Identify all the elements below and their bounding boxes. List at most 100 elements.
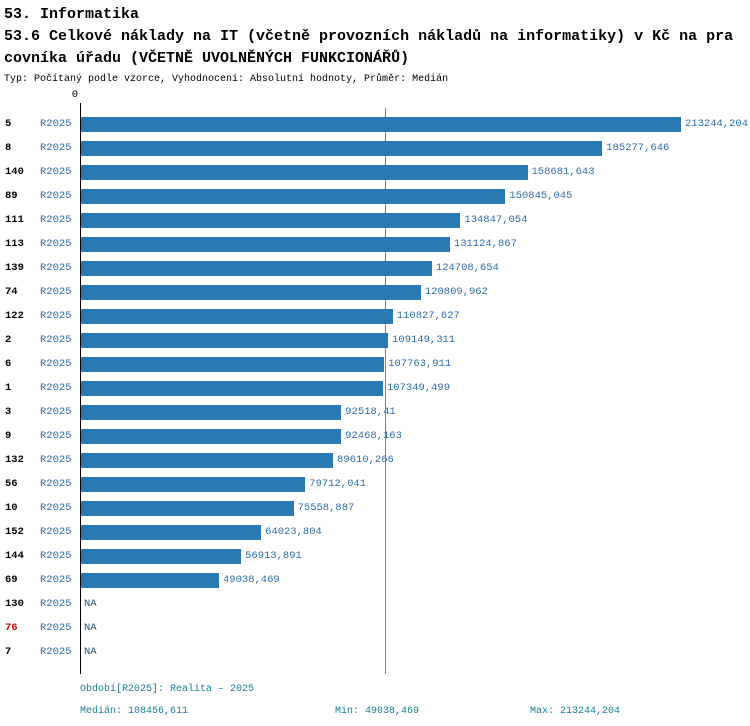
value-label: 109149,311	[392, 334, 456, 346]
chart-row: 140 R2025 158681,643	[0, 160, 750, 184]
indicator-subtitle: Typ: Počítaný podle vzorce, Vyhodnocení:…	[4, 74, 449, 85]
period-label: Období[R2025]: Realita – 2025	[80, 684, 255, 695]
row-id-label: 3	[5, 406, 12, 418]
chart-row: 3 R2025 92518,41	[0, 400, 750, 424]
row-id-label: 122	[5, 310, 24, 322]
value-label: 150845,045	[509, 190, 573, 202]
value-bar	[81, 236, 450, 252]
row-id-label: 74	[5, 286, 18, 298]
horizontal-bar-chart: 0 5 R2025 213244,204 8 R2025 185277,646 140 R20…	[0, 88, 750, 674]
value-bar	[81, 572, 219, 588]
series-label: R2025	[40, 262, 72, 274]
indicator-title-line-2: covníka úřadu (VČETNĚ UVOLNĚNÝCH FUNKCIO…	[4, 50, 410, 67]
row-plot-area: 185277,646	[80, 136, 750, 160]
row-id-label: 5	[5, 118, 12, 130]
value-label: 92468,163	[345, 430, 402, 442]
value-label: 107349,499	[387, 382, 451, 394]
row-plot-area: 92468,163	[80, 424, 750, 448]
row-id-label: 139	[5, 262, 24, 274]
value-label: NA	[84, 646, 97, 658]
chart-row: 7 R2025 NA	[0, 640, 750, 664]
row-plot-area: 49038,469	[80, 568, 750, 592]
value-bar	[81, 476, 306, 492]
chart-row: 111 R2025 134847,054	[0, 208, 750, 232]
chart-row: 130 R2025 NA	[0, 592, 750, 616]
value-label: 49038,469	[223, 574, 280, 586]
value-label: 75558,887	[297, 502, 355, 514]
series-label: R2025	[40, 550, 72, 562]
median-line	[385, 108, 387, 674]
row-plot-area: 56913,891	[80, 544, 750, 568]
chart-row: 5 R2025 213244,204	[0, 112, 750, 136]
row-plot-area: 213244,204	[80, 112, 750, 136]
value-label: 64023,804	[265, 526, 322, 538]
row-id-label: 76	[5, 622, 18, 634]
value-label: 56913,891	[245, 550, 302, 562]
row-id-label: 69	[5, 574, 18, 586]
value-label: 107763,911	[388, 358, 452, 370]
value-label: 134847,054	[464, 214, 528, 226]
chart-row: 10 R2025 75558,887	[0, 496, 750, 520]
series-label: R2025	[40, 430, 72, 442]
value-bar	[81, 308, 393, 324]
series-label: R2025	[40, 382, 72, 394]
value-bar	[81, 404, 342, 420]
report-header: 53. Informatika 53.6 Celkové náklady na …	[0, 0, 750, 88]
chart-row: 56 R2025 79712,041	[0, 472, 750, 496]
row-plot-area: 134847,054	[80, 208, 750, 232]
row-plot-area: 120809,962	[80, 280, 750, 304]
chart-row: 8 R2025 185277,646	[0, 136, 750, 160]
value-bar	[81, 548, 242, 564]
series-label: R2025	[40, 622, 72, 634]
chart-row: 9 R2025 92468,163	[0, 424, 750, 448]
chart-row: 74 R2025 120809,962	[0, 280, 750, 304]
row-id-label: 152	[5, 526, 24, 538]
min-stat-label: Min: 49038,469	[335, 706, 420, 717]
axis-line	[80, 103, 81, 674]
chart-row: 2 R2025 109149,311	[0, 328, 750, 352]
series-label: R2025	[40, 454, 72, 466]
value-label: 158681,643	[531, 166, 595, 178]
row-id-label: 130	[5, 598, 24, 610]
value-bar	[81, 428, 342, 444]
value-label: 213244,204	[685, 118, 749, 130]
chart-row: 144 R2025 56913,891	[0, 544, 750, 568]
row-plot-area: NA	[80, 640, 750, 664]
series-label: R2025	[40, 526, 72, 538]
row-plot-area: 131124,867	[80, 232, 750, 256]
chart-row: 113 R2025 131124,867	[0, 232, 750, 256]
value-label: 110827,627	[396, 310, 460, 322]
value-bar	[81, 116, 681, 132]
chart-row: 152 R2025 64023,804	[0, 520, 750, 544]
row-plot-area: 124708,654	[80, 256, 750, 280]
value-bar	[81, 212, 461, 228]
chart-row: 122 R2025 110827,627	[0, 304, 750, 328]
row-id-label: 6	[5, 358, 12, 370]
series-label: R2025	[40, 214, 72, 226]
chart-row: 132 R2025 89610,266	[0, 448, 750, 472]
row-plot-area: 150845,045	[80, 184, 750, 208]
max-stat-label: Max: 213244,204	[530, 706, 621, 717]
chart-row: 1 R2025 107349,499	[0, 376, 750, 400]
series-label: R2025	[40, 142, 72, 154]
value-bar	[81, 284, 421, 300]
row-plot-area: 75558,887	[80, 496, 750, 520]
row-plot-area: 64023,804	[80, 520, 750, 544]
series-label: R2025	[40, 286, 72, 298]
value-label: 79712,041	[309, 478, 367, 490]
row-plot-area: 109149,311	[80, 328, 750, 352]
value-bar	[81, 188, 506, 204]
chart-footer: Období[R2025]: Realita – 2025 Medián: 10…	[0, 674, 750, 726]
value-bar	[81, 356, 385, 372]
series-label: R2025	[40, 310, 72, 322]
series-label: R2025	[40, 598, 72, 610]
value-label: 185277,646	[606, 142, 670, 154]
row-id-label: 89	[5, 190, 18, 202]
row-plot-area: 110827,627	[80, 304, 750, 328]
row-id-label: 8	[5, 142, 12, 154]
value-bar	[81, 140, 603, 156]
row-plot-area: 107763,911	[80, 352, 750, 376]
row-plot-area: 107349,499	[80, 376, 750, 400]
row-id-label: 111	[5, 214, 24, 226]
series-label: R2025	[40, 334, 72, 346]
